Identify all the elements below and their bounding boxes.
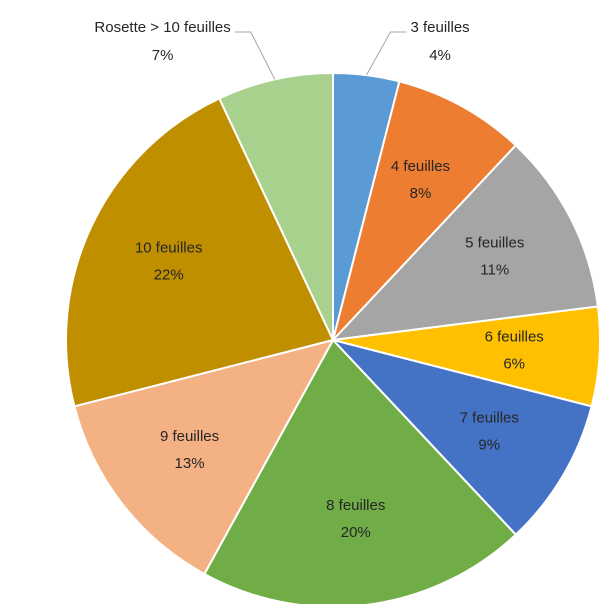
slice-label: 9 feuilles: [160, 428, 219, 445]
slice-label: Rosette > 10 feuilles: [94, 19, 230, 36]
pie-slice: [332, 80, 518, 341]
leader-line: [366, 31, 407, 76]
slice-label: 7 feuilles: [460, 409, 519, 426]
slice-value: 20%: [341, 524, 371, 541]
slice-label: 10 feuilles: [135, 240, 203, 257]
slice-value: 6%: [503, 355, 525, 372]
slice-value: 8%: [410, 185, 432, 202]
leader-line: [234, 31, 276, 80]
pie-slice: [329, 338, 593, 537]
pie-slice: [203, 338, 518, 604]
slice-label: 3 feuilles: [410, 19, 469, 36]
slice-value: 11%: [480, 262, 509, 279]
slice-label: 6 feuilles: [485, 328, 544, 345]
slice-value: 13%: [175, 455, 205, 472]
slice-value: 22%: [154, 267, 184, 284]
slice-label: 5 feuilles: [465, 235, 524, 252]
slice-label: 8 feuilles: [326, 497, 385, 514]
pie-slice: [73, 338, 335, 576]
slice-label: 4 feuilles: [391, 158, 450, 175]
pie-slice: [217, 71, 334, 341]
slice-value: 9%: [478, 436, 500, 453]
slice-value: 4%: [429, 47, 451, 64]
pie-slice: [65, 97, 335, 408]
slice-value: 7%: [152, 47, 174, 64]
pie-slice: [330, 143, 600, 342]
